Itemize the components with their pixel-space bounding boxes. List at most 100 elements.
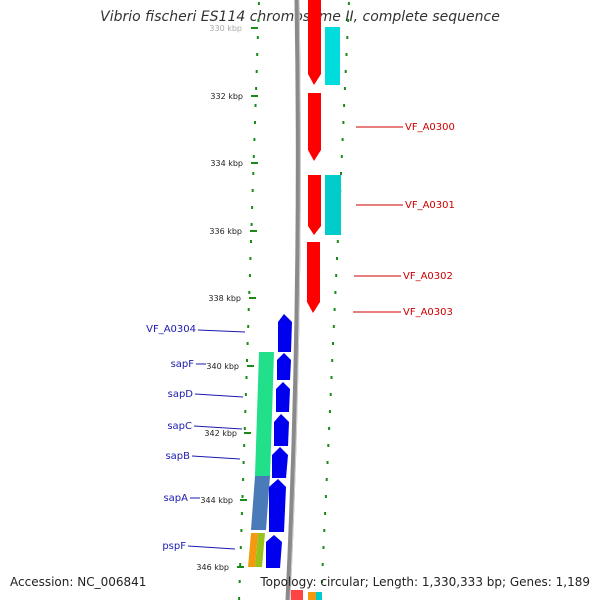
left-track-dot — [240, 512, 243, 515]
right-track-dot — [328, 427, 331, 430]
right-track-dot — [347, 19, 350, 22]
right-track-dot — [346, 36, 349, 39]
left-track-dot — [251, 206, 254, 209]
right-track-dot — [325, 478, 328, 481]
ruler-label: 330 kbp — [209, 24, 242, 33]
ruler-label: 346 kbp — [196, 563, 229, 572]
map-title: Vibrio fischeri ES114 chromosome II, com… — [100, 9, 500, 25]
left-track-dot — [244, 393, 247, 396]
left-track-dot — [238, 597, 241, 600]
right-track-dot — [324, 512, 327, 515]
gene-label-sapc: sapC — [167, 421, 192, 432]
ruler-label: 344 kbp — [200, 496, 233, 505]
gene-arrow-vf-a0302 — [307, 242, 320, 313]
gene-arrow-sapf — [277, 353, 291, 380]
right-track-dot — [327, 444, 330, 447]
right-track-dot — [322, 546, 325, 549]
cyan-bar-1 — [325, 27, 340, 85]
right-track-dot — [333, 308, 336, 311]
right-track-dot — [345, 53, 348, 56]
accession-text: Accession: NC_006841 — [10, 575, 147, 589]
gene-label-sapa: sapA — [163, 493, 188, 504]
orange-bar-bottom — [308, 592, 316, 600]
leader-line — [197, 329, 246, 333]
left-track-dot — [254, 121, 256, 124]
green-bar — [255, 352, 274, 476]
left-track-dot — [244, 410, 247, 413]
gene-arrow-vf-a0300 — [308, 93, 321, 161]
right-track-dot — [323, 529, 326, 532]
right-track-dot — [321, 563, 324, 566]
leader-line — [193, 425, 243, 430]
left-track-dot — [255, 70, 258, 73]
right-track-dot — [332, 325, 335, 328]
left-track-dot — [243, 444, 246, 447]
right-track-dot — [329, 393, 332, 396]
left-track-dot — [256, 53, 259, 56]
gene-label-vf-a0301: VF_A0301 — [405, 200, 455, 211]
right-track-dot — [320, 580, 323, 583]
left-track-dot — [256, 36, 259, 39]
left-track-dot — [246, 359, 248, 362]
ruler-label: 332 kbp — [210, 92, 243, 101]
left-track-dot — [254, 104, 257, 107]
gene-arrow-sapa — [269, 479, 286, 532]
right-track-dot — [347, 2, 350, 5]
gene-label-vf-a0304: VF_A0304 — [146, 324, 196, 335]
gene-arrow-vf-a0301 — [308, 175, 321, 235]
gene-label-sapd: sapD — [168, 389, 194, 400]
left-track-dot — [252, 155, 255, 158]
ruler-label: 342 kbp — [204, 429, 237, 438]
left-track-dot — [241, 495, 244, 498]
cyan-bar-2 — [325, 175, 341, 235]
right-track-dot — [340, 155, 343, 158]
left-track-dot — [252, 172, 255, 175]
right-track-dot — [326, 461, 329, 464]
left-track-dot — [257, 2, 260, 5]
right-track-dot — [336, 240, 339, 243]
left-track-dot — [245, 376, 248, 379]
ruler-label: 338 kbp — [208, 294, 241, 303]
left-track-dot — [242, 478, 245, 481]
left-track-dot — [240, 529, 243, 532]
gene-arrow-vf-a0299 — [308, 0, 321, 85]
right-track-dot — [335, 274, 338, 277]
leader-line — [187, 545, 236, 550]
left-track-dot — [251, 189, 254, 192]
reverse-gene-arrows — [266, 314, 292, 568]
right-track-dot — [344, 70, 347, 73]
gene-arrow-sapc — [274, 414, 289, 446]
ruler-label: 340 kbp — [206, 362, 239, 371]
steelblue-bar — [251, 476, 270, 530]
left-track-dot — [249, 257, 252, 260]
right-track-dot — [332, 342, 334, 345]
left-track-dot — [247, 325, 250, 328]
leader-line — [194, 393, 244, 398]
gene-arrow-pspf — [266, 535, 282, 568]
olive-bar — [255, 533, 265, 567]
right-track-dot — [342, 121, 345, 124]
left-track-dot — [257, 19, 260, 22]
right-track-dot — [324, 495, 327, 498]
left-track-dot — [250, 240, 252, 243]
left-track-dot — [239, 546, 242, 549]
left-track-dot — [242, 461, 245, 464]
left-track-dot — [255, 87, 258, 90]
ruler-label: 336 kbp — [209, 227, 242, 236]
leader-line — [191, 455, 241, 460]
right-track-dot — [340, 172, 342, 175]
left-track-dot — [247, 308, 250, 311]
forward-gene-labels: VF_A0300 VF_A0301 VF_A0302 VF_A0303 — [353, 122, 455, 318]
right-track-dot — [343, 104, 346, 107]
ruler-label: 334 kbp — [210, 159, 243, 168]
reverse-gene-labels: VF_A0304 sapF sapD sapC sapB sapA pspF — [146, 324, 246, 552]
gene-arrow-vf-a0304 — [278, 314, 292, 352]
right-track-dot — [334, 291, 337, 294]
gene-label-sapb: sapB — [165, 451, 190, 462]
right-track-dot — [343, 87, 346, 90]
right-track-dot — [331, 359, 334, 362]
left-track-dot — [248, 274, 251, 277]
genome-summary-text: Topology: circular; Length: 1,330,333 bp… — [260, 575, 590, 589]
gene-label-sapf: sapF — [171, 359, 195, 370]
